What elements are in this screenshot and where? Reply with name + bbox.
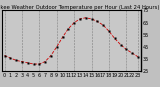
Title: Milwaukee Weather Outdoor Temperature per Hour (Last 24 Hours): Milwaukee Weather Outdoor Temperature pe… <box>0 5 160 10</box>
